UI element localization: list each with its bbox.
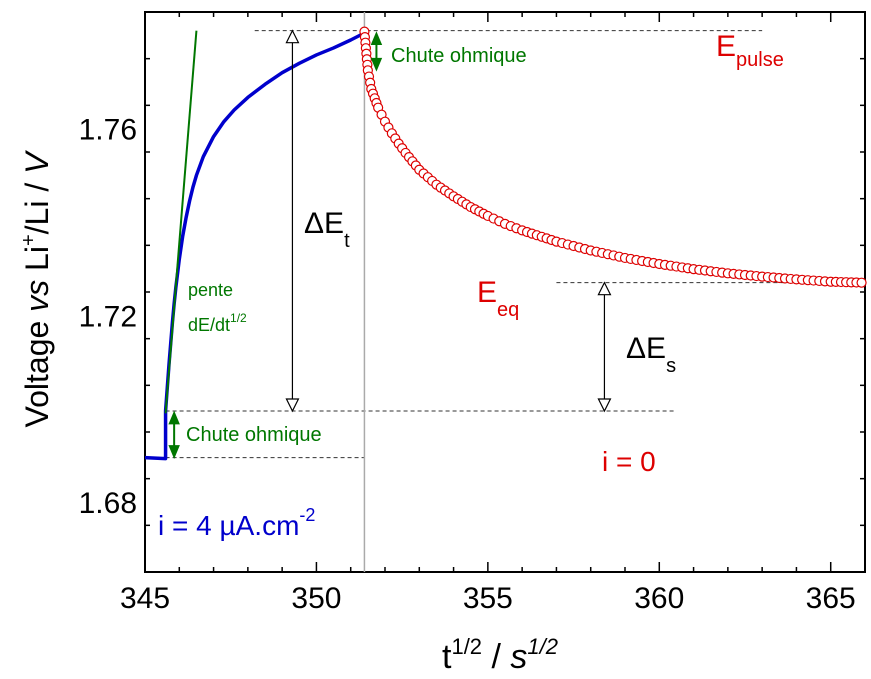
annotation-slope: dE/dt1/2 bbox=[188, 311, 247, 335]
arrow-delta-es bbox=[597, 281, 612, 413]
annotation-chute-ohmique-bottom: Chute ohmique bbox=[186, 424, 322, 446]
x-axis-sep: / bbox=[482, 638, 510, 676]
annotation-i-current: i = 4 µA.cm-2 bbox=[158, 505, 315, 541]
y-tick-label: 1.68 bbox=[79, 487, 137, 520]
arrow-chute-bottom-head-up bbox=[168, 410, 180, 425]
arrow-chute-top-head-down bbox=[370, 57, 383, 72]
arrow-delta-et bbox=[285, 29, 300, 413]
x-tick-label: 355 bbox=[463, 582, 513, 615]
y-tick-label: 1.72 bbox=[79, 300, 137, 333]
annotation-e-eq: Eeq bbox=[477, 276, 519, 321]
x-tick-label: 360 bbox=[634, 582, 684, 615]
x-tick-label: 365 bbox=[806, 582, 856, 615]
x-axis-base: t bbox=[442, 638, 452, 676]
x-axis-base-sup: 1/2 bbox=[451, 634, 482, 659]
x-tick-label: 350 bbox=[291, 582, 341, 615]
arrow-chute-bottom-head-down bbox=[168, 445, 180, 459]
arrow-delta-es-head-down bbox=[597, 398, 612, 413]
annotation-delta-et: ΔEt bbox=[304, 207, 350, 252]
y-axis-vs: vs bbox=[19, 280, 55, 312]
arrow-delta-es-head-up bbox=[597, 281, 612, 296]
series-line-pulse bbox=[144, 31, 366, 461]
x-axis-title: t1/2 / s1/2 bbox=[442, 634, 558, 676]
arrow-chute-top-head-up bbox=[370, 31, 383, 46]
slope-line bbox=[164, 30, 198, 414]
arrows bbox=[168, 29, 612, 459]
annotation-pente: pente bbox=[188, 280, 233, 300]
x-tick-label: 345 bbox=[120, 582, 170, 615]
tick-labels: 345 350 355 360 365 1.68 1.72 1.76 bbox=[79, 114, 856, 615]
annotation-i-zero: i = 0 bbox=[602, 446, 656, 477]
y-axis-sup: + bbox=[18, 234, 40, 246]
relaxation-curve bbox=[363, 31, 862, 284]
y-tick-label: 1.76 bbox=[79, 114, 137, 147]
annotation-chute-ohmique-top: Chute ohmique bbox=[391, 45, 527, 67]
x-axis-unit-sup: 1/2 bbox=[527, 634, 558, 659]
series-group bbox=[144, 26, 867, 461]
reference-lines bbox=[165, 12, 859, 572]
ticks bbox=[144, 11, 866, 573]
y-axis-unit: V bbox=[19, 150, 55, 174]
plot-frame bbox=[144, 11, 866, 573]
annotation-delta-es: ΔEs bbox=[626, 332, 676, 377]
annotation-e-pulse: Epulse bbox=[716, 30, 784, 71]
y-axis-title: Voltage vs Li+/Li / V bbox=[18, 150, 55, 428]
relaxation-point bbox=[856, 277, 867, 288]
x-axis-unit: s bbox=[510, 638, 527, 676]
arrow-chute-bottom bbox=[168, 410, 180, 459]
y-axis-part-c: /Li / bbox=[19, 174, 55, 234]
arrow-chute-top bbox=[370, 31, 383, 72]
arrow-delta-et-head-up bbox=[285, 29, 300, 44]
y-axis-part-b: Li bbox=[19, 246, 55, 280]
arrow-delta-et-head-down bbox=[285, 398, 300, 413]
y-axis-part-a: Voltage bbox=[19, 312, 55, 428]
